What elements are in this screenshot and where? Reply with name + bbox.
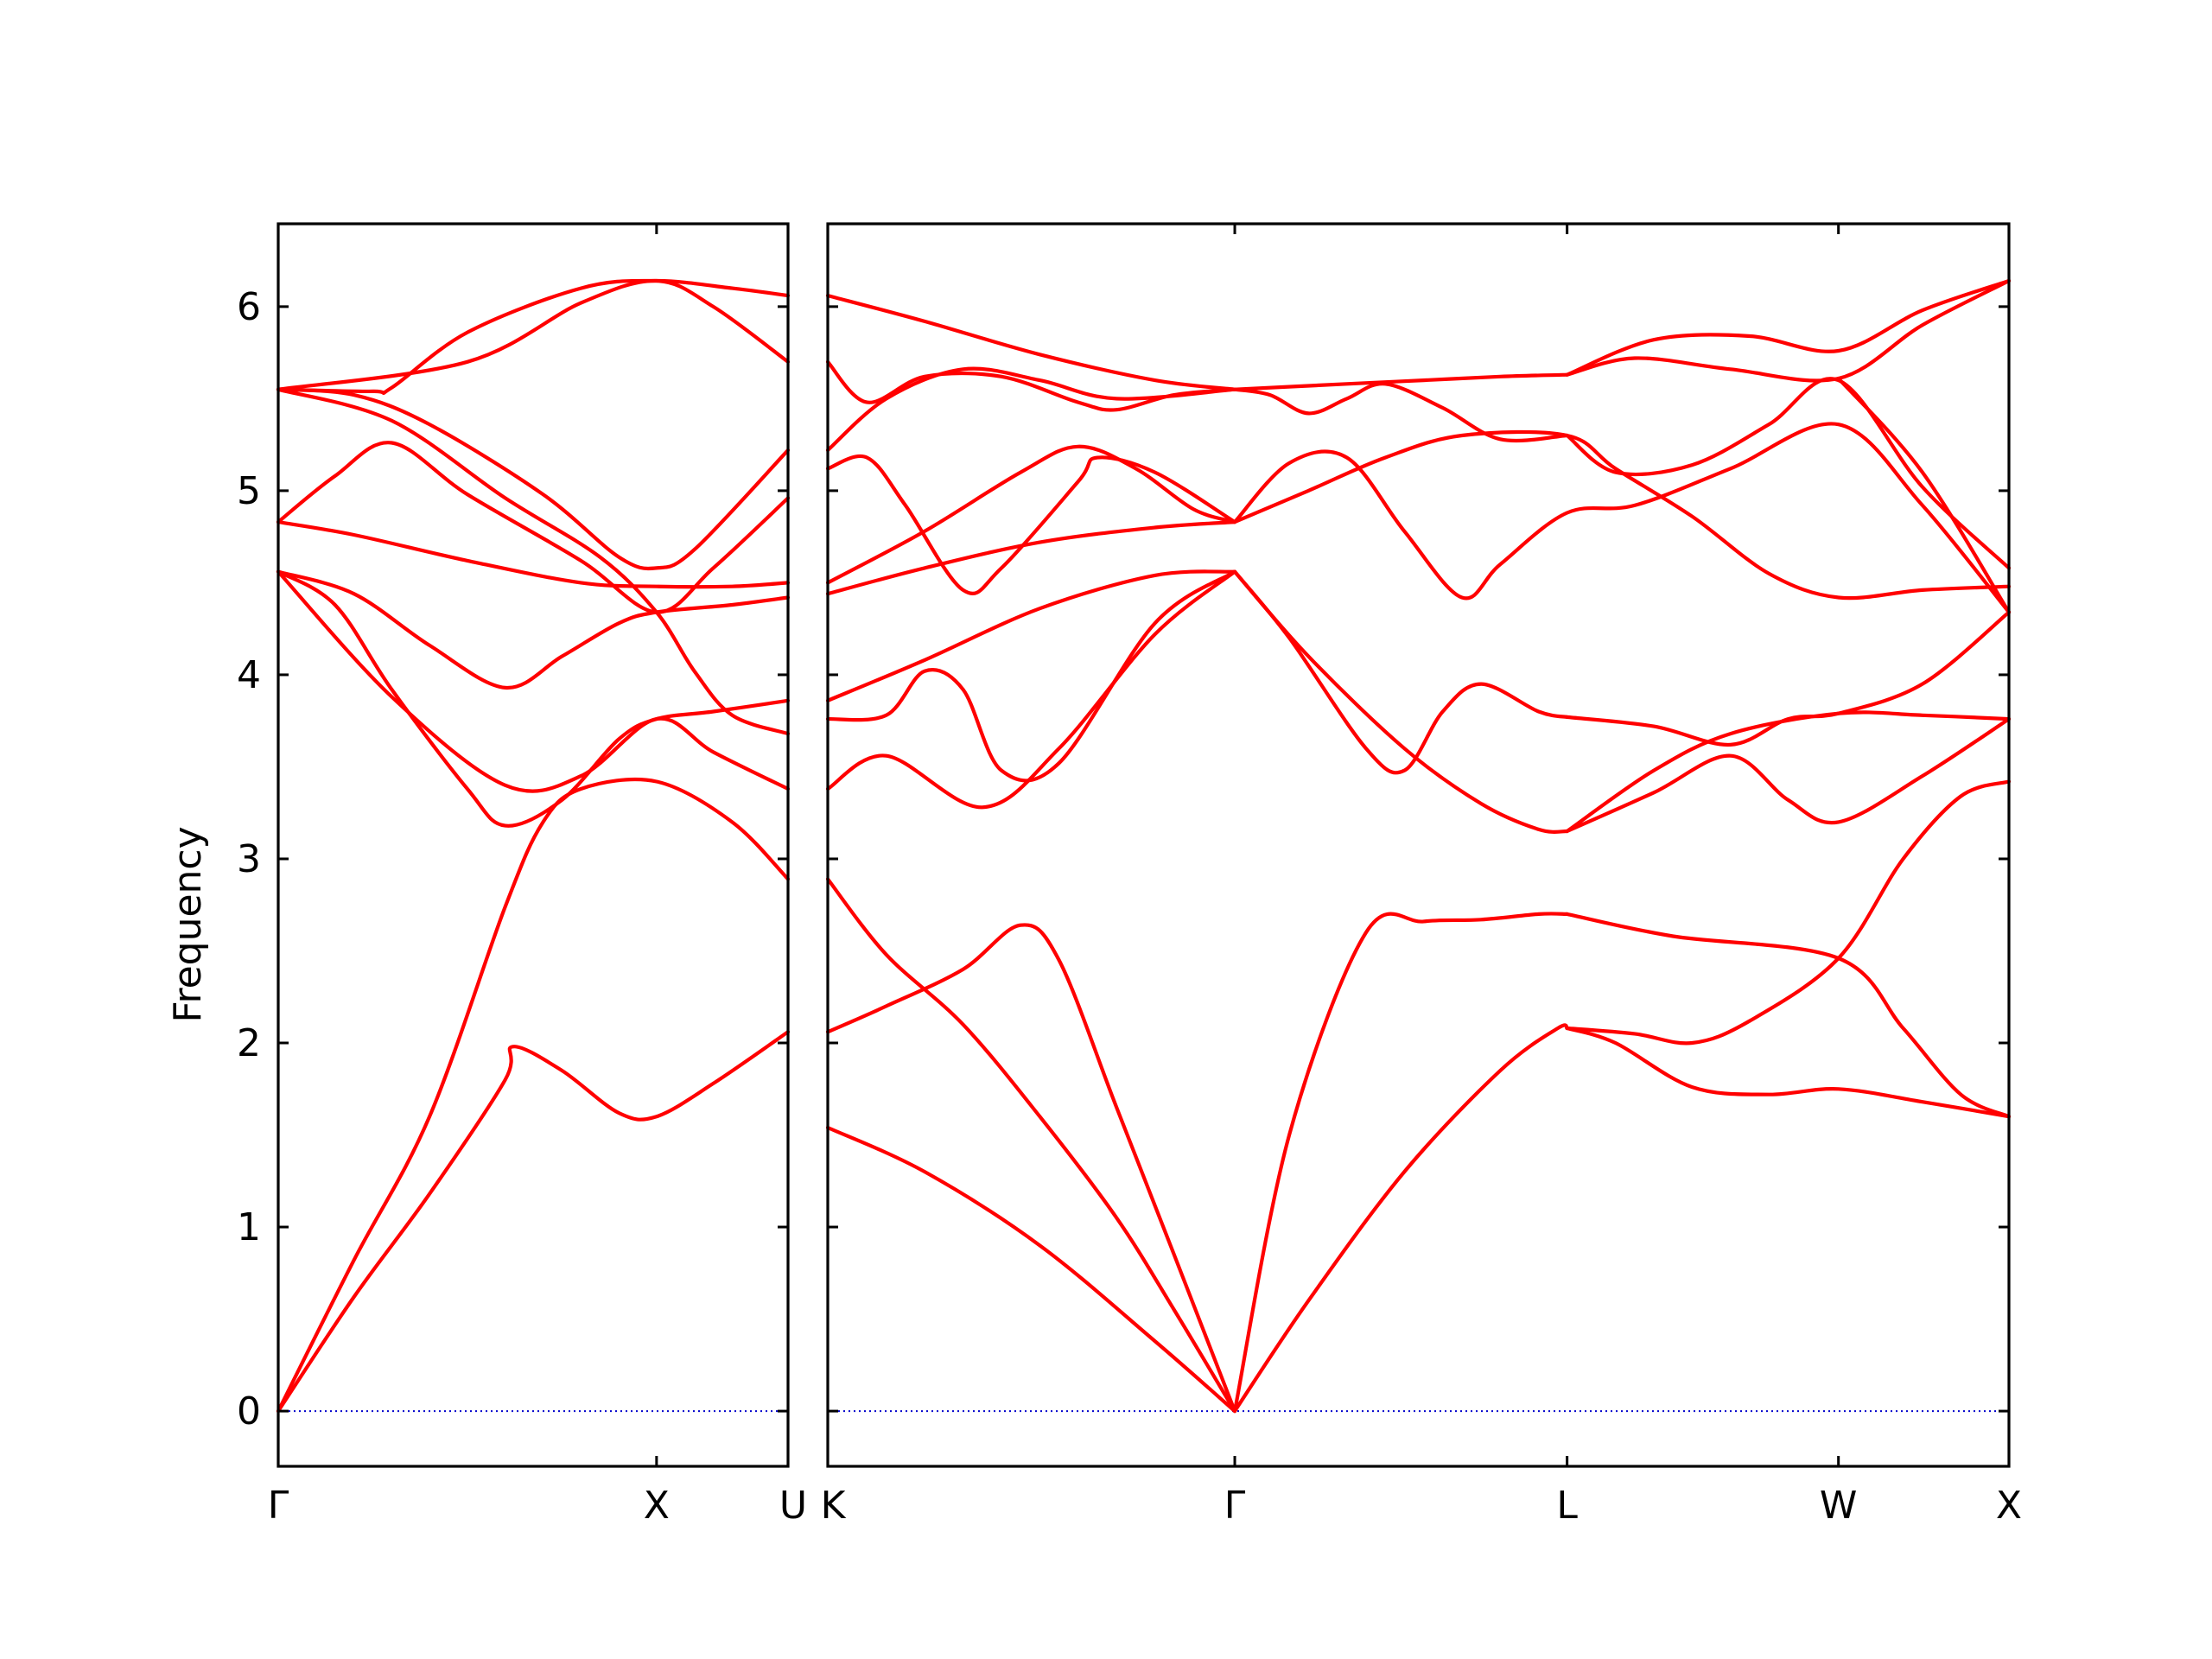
band-line [825, 569, 1237, 810]
band-line [276, 1030, 791, 1414]
y-tick-label: 0 [237, 1389, 261, 1433]
y-tick-label: 1 [237, 1205, 261, 1249]
band-line [825, 1125, 1237, 1414]
band-line [276, 520, 791, 589]
y-tick-label: 6 [237, 285, 261, 329]
band-line [1836, 376, 2012, 614]
band-line [1232, 422, 2012, 614]
high-symmetry-label: X [644, 1484, 670, 1528]
band-line [825, 454, 1237, 596]
band-line [1565, 377, 2012, 570]
band-line [825, 569, 1237, 783]
band-line [1565, 610, 2012, 747]
band-line [825, 294, 1237, 391]
axes-frame [826, 222, 2011, 1468]
band-line [1232, 1023, 1569, 1414]
band-line [1232, 569, 1569, 775]
band-line [1565, 278, 2012, 383]
band-line [1232, 372, 1569, 391]
panels: 0 1 2 3 4 5 6 Γ X U K Γ L W X [237, 222, 2022, 1528]
band-line [276, 387, 791, 571]
band-line [1565, 1026, 2012, 1119]
band-line [276, 569, 791, 690]
band-line [276, 569, 791, 828]
band-line [825, 444, 1237, 585]
band-line [276, 278, 791, 395]
axes-frame [276, 222, 790, 1468]
band-line [825, 923, 1237, 1414]
band-line [1232, 429, 2012, 601]
band-line [276, 278, 791, 391]
band-line [825, 569, 1237, 702]
band-line [1232, 382, 1569, 443]
band-line [1565, 278, 2012, 377]
high-symmetry-label: Γ [1224, 1484, 1246, 1528]
high-symmetry-label: L [1556, 1484, 1578, 1528]
band-line [1232, 912, 1569, 1414]
band-line [276, 777, 791, 1414]
y-tick-label: 2 [237, 1021, 261, 1065]
high-symmetry-label: Γ [268, 1484, 289, 1528]
panel-1: 0 1 2 3 4 5 6 Γ X U [237, 222, 807, 1528]
band-line [1565, 717, 2012, 834]
y-axis-label: Frequency [166, 826, 210, 1022]
band-line [825, 520, 1237, 596]
band-line [825, 877, 1237, 1414]
high-symmetry-label: K [821, 1484, 847, 1528]
y-tick-label: 4 [237, 653, 261, 697]
band-line [276, 441, 791, 614]
y-tick-label: 5 [237, 469, 261, 513]
high-symmetry-label: W [1820, 1484, 1858, 1528]
band-line [276, 569, 791, 793]
high-symmetry-label: X [1996, 1484, 2022, 1528]
band-line [825, 366, 1237, 453]
y-tick-label: 3 [237, 837, 261, 881]
high-symmetry-label: U [779, 1484, 807, 1528]
band-line [1565, 779, 2012, 1046]
band-line [1565, 912, 2012, 1119]
band-line [276, 387, 791, 736]
band-line [825, 359, 1237, 412]
